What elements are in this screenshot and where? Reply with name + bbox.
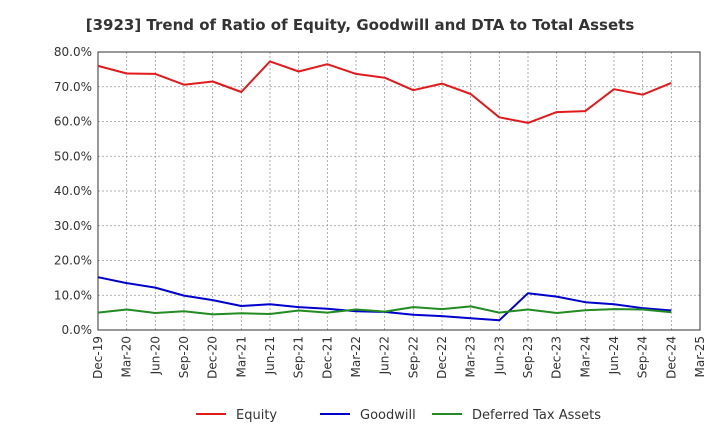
y-tick-label: 80.0% xyxy=(54,45,92,59)
y-tick-label: 0.0% xyxy=(62,323,93,337)
x-tick-label: Jun-23 xyxy=(492,336,506,375)
x-axis: Dec-19 Mar-20 Jun-20 Sep-20 Dec-20 Mar-21 Jun-… xyxy=(91,336,707,379)
x-tick-label: Mar-21 xyxy=(234,336,248,377)
x-tick-label: Jun-20 xyxy=(148,336,162,375)
x-tick-label: Sep-21 xyxy=(292,336,306,378)
x-tick-label: Mar-25 xyxy=(693,336,707,377)
legend-label: Equity xyxy=(236,408,277,423)
series-group xyxy=(97,60,672,322)
x-tick-label: Sep-20 xyxy=(177,336,191,378)
x-tick-label: Mar-24 xyxy=(578,336,592,377)
y-tick-label: 20.0% xyxy=(54,254,92,268)
y-tick-label: 50.0% xyxy=(54,149,92,163)
series-line-equity xyxy=(97,60,672,124)
x-tick-label: Mar-20 xyxy=(120,336,134,377)
y-axis: 0.0% 10.0% 20.0% 30.0% 40.0% 50.0% 60.0% 70.0% 8… xyxy=(54,45,92,337)
x-tick-label: Dec-23 xyxy=(550,336,564,379)
y-tick-label: 30.0% xyxy=(54,219,92,233)
legend-label: Goodwill xyxy=(360,408,416,423)
x-tick-label: Dec-20 xyxy=(206,336,220,379)
y-tick-label: 70.0% xyxy=(54,80,92,94)
x-tick-label: Sep-24 xyxy=(636,336,650,378)
x-tick-label: Sep-23 xyxy=(521,336,535,378)
y-tick-label: 60.0% xyxy=(54,115,92,129)
legend-label: Deferred Tax Assets xyxy=(472,408,601,423)
x-tick-label: Sep-22 xyxy=(406,336,420,378)
x-tick-label: Jun-24 xyxy=(607,336,621,375)
chart-title: [3923] Trend of Ratio of Equity, Goodwil… xyxy=(86,16,635,34)
plot-frame xyxy=(97,51,701,331)
y-tick-label: 40.0% xyxy=(54,184,92,198)
x-tick-label: Mar-22 xyxy=(349,336,363,377)
x-tick-label: Jun-21 xyxy=(263,336,277,375)
x-tick-label: Dec-24 xyxy=(664,336,678,379)
grid xyxy=(98,52,700,330)
legend: Equity Goodwill Deferred Tax Assets xyxy=(196,408,601,423)
series-line-deferred-tax-assets xyxy=(97,305,672,316)
y-tick-label: 10.0% xyxy=(54,288,92,302)
x-tick-label: Jun-22 xyxy=(378,336,392,375)
x-tick-label: Dec-21 xyxy=(320,336,334,379)
x-tick-label: Dec-19 xyxy=(91,336,105,379)
x-tick-label: Mar-23 xyxy=(464,336,478,377)
x-tick-label: Dec-22 xyxy=(435,336,449,379)
